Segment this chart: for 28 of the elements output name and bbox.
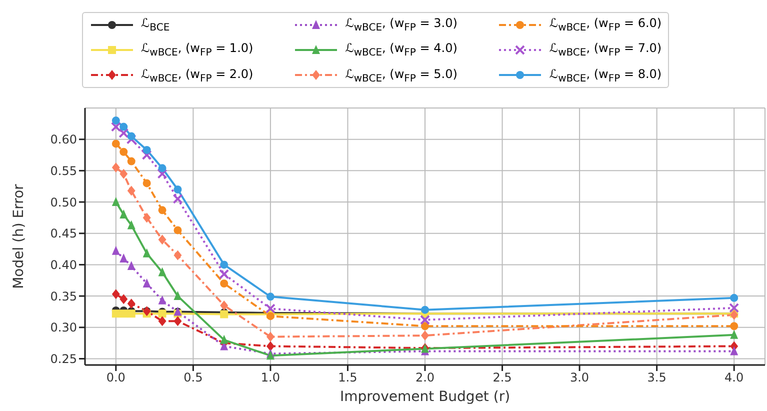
legend-label: ℒ$_{wBCE}$, (w$_{FP}$ = 3.0) xyxy=(345,16,458,34)
y-tick-label: 0.50 xyxy=(50,195,77,210)
x-tick-label: 1.5 xyxy=(338,370,358,385)
legend-label: ℒ$_{wBCE}$, (w$_{FP}$ = 7.0) xyxy=(549,41,662,59)
y-axis-title: Model (h) Error xyxy=(10,184,27,289)
legend-label: ℒ$_{wBCE}$, (w$_{FP}$ = 5.0) xyxy=(345,66,458,84)
legend-label: ℒ$_{wBCE}$, (w$_{FP}$ = 4.0) xyxy=(345,41,458,59)
legend-label: ℒ$_{wBCE}$, (w$_{FP}$ = 6.0) xyxy=(549,16,662,34)
legend-label: ℒ$_{wBCE}$, (w$_{FP}$ = 1.0) xyxy=(141,41,254,59)
y-tick-label: 0.35 xyxy=(50,289,77,304)
y-tick-label: 0.40 xyxy=(50,258,77,272)
legend-label: ℒ$_{wBCE}$, (w$_{FP}$ = 2.0) xyxy=(141,66,254,84)
legend-label: ℒ$_{BCE}$ xyxy=(141,16,170,34)
x-tick-label: 4.0 xyxy=(724,370,744,385)
x-tick-label: 0.0 xyxy=(106,370,126,385)
x-tick-label: 3.5 xyxy=(647,370,666,385)
x-tick-label: 2.0 xyxy=(415,370,435,385)
y-tick-label: 0.60 xyxy=(50,132,77,147)
x-axis-title: Improvement Budget (r) xyxy=(340,389,510,405)
legend-label: ℒ$_{wBCE}$, (w$_{FP}$ = 8.0) xyxy=(549,66,662,84)
x-tick-label: 1.0 xyxy=(260,370,280,385)
y-tick-label: 0.25 xyxy=(50,352,77,366)
x-tick-label: 2.5 xyxy=(492,370,512,385)
y-tick-label: 0.45 xyxy=(50,226,77,241)
y-tick-label: 0.30 xyxy=(50,320,77,335)
x-tick-label: 3.0 xyxy=(570,370,590,385)
x-tick-label: 0.5 xyxy=(184,370,203,385)
y-tick-label: 0.55 xyxy=(50,164,77,178)
